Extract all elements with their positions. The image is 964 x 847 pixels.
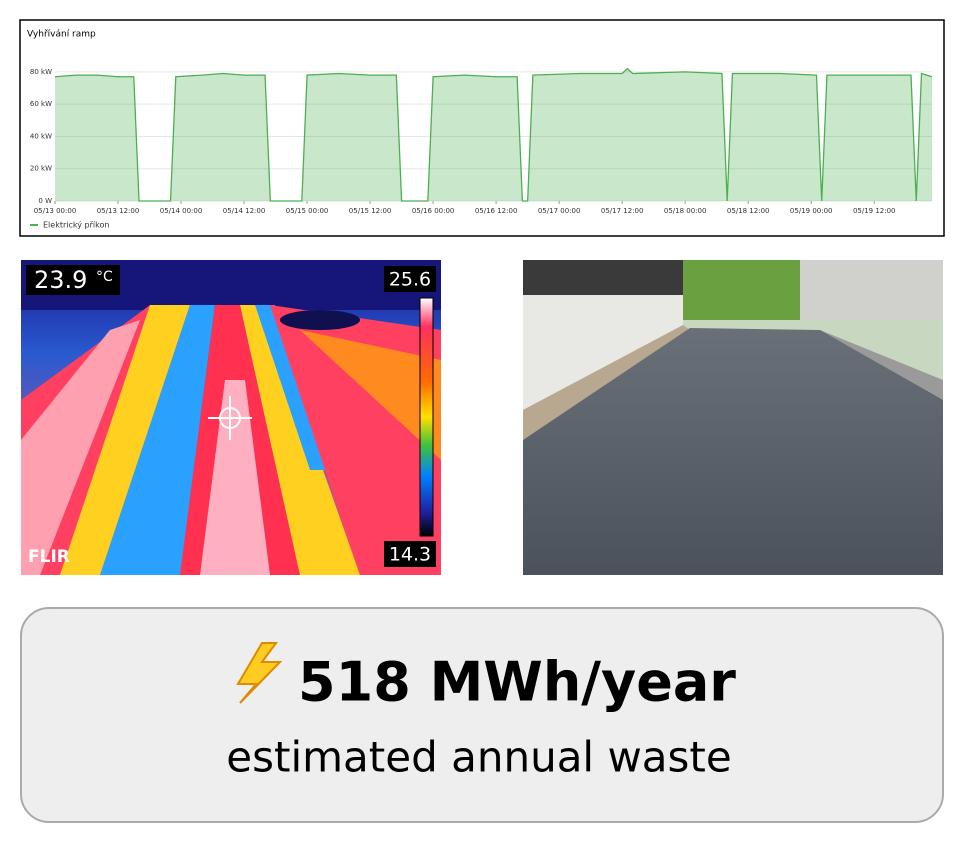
x-tick-label: 05/13 00:00: [34, 207, 77, 215]
x-tick-label: 05/13 12:00: [97, 207, 140, 215]
summary-box: [20, 607, 944, 823]
y-tick-label: 80 kW: [30, 68, 52, 76]
x-tick-label: 05/19 12:00: [853, 207, 896, 215]
y-tick-label: 20 kW: [30, 165, 52, 173]
chart-title: Vyhřívání ramp: [27, 30, 96, 40]
x-tick-label: 05/15 12:00: [349, 207, 392, 215]
photo: [523, 260, 943, 575]
caption: estimated annual waste: [226, 733, 731, 782]
y-tick-label: 0 W: [38, 197, 52, 205]
scale-min: 14.3: [389, 544, 431, 566]
headline: 518 MWh/year: [298, 651, 736, 714]
y-tick-label: 60 kW: [30, 100, 52, 108]
x-tick-label: 05/14 00:00: [160, 207, 203, 215]
line: [54, 67, 933, 202]
x-tick-label: 05/19 00:00: [790, 207, 833, 215]
scale-max: 25.6: [389, 269, 431, 291]
x-tick-label: 05/16 12:00: [475, 207, 518, 215]
area: [55, 68, 932, 201]
thermal-image: 23.9 °C 25.6 14.3 FLIR: [21, 260, 441, 575]
x-tick-label: 05/17 00:00: [538, 207, 581, 215]
thermal-temperature: 23.9: [34, 266, 87, 294]
x-tick-label: 05/15 00:00: [286, 207, 329, 215]
lightning-icon: [236, 642, 283, 704]
thermal-unit: °C: [96, 269, 113, 285]
x-tick-label: 05/18 12:00: [727, 207, 770, 215]
x-tick-label: 05/17 12:00: [601, 207, 644, 215]
y-tick-label: 40 kW: [30, 132, 52, 140]
x-tick-label: 05/14 12:00: [223, 207, 266, 215]
brand: FLIR: [28, 547, 70, 567]
x-tick-label: 05/18 00:00: [664, 207, 707, 215]
x-tick-label: 05/16 00:00: [412, 207, 455, 215]
legend-label: Elektrický příkon: [43, 221, 109, 230]
